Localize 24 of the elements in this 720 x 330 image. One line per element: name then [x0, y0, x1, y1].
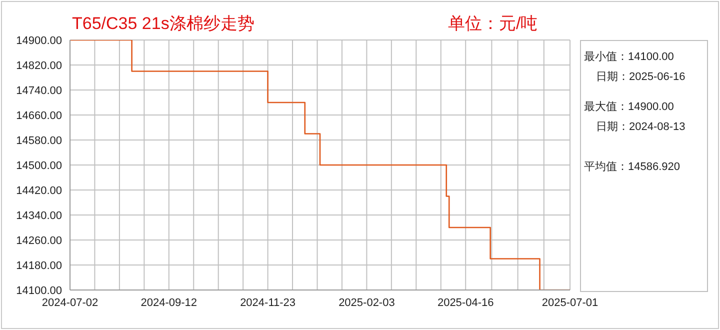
y-tick-label: 14100.00	[16, 284, 62, 297]
x-tick-label: 2025-07-01	[542, 296, 598, 309]
text: 最小值：14100.00	[583, 50, 674, 64]
y-tick-label: 14900.00	[16, 34, 62, 47]
x-tick-label: 2024-07-02	[42, 296, 98, 309]
x-tick-label: 2025-04-16	[437, 296, 494, 309]
x-tick-label: 2024-11-23	[240, 296, 296, 309]
y-tick-label: 14500.00	[16, 160, 62, 172]
chart-title: T65/C35 21s涤棉纱走势	[72, 13, 254, 35]
y-tick-label: 14740.00	[16, 84, 62, 97]
y-tick-label: 14260.00	[16, 234, 62, 247]
x-tick-label: 2025-02-03	[338, 296, 395, 309]
chart-subtitle: 单位：元/吨	[448, 13, 538, 35]
y-tick-label: 14580.00	[16, 134, 62, 147]
y-tick-label: 14180.00	[16, 260, 62, 272]
y-tick-label: 14340.00	[16, 210, 62, 222]
text: 日期：2024-08-13	[595, 120, 686, 134]
y-tick-label: 14420.00	[16, 184, 62, 197]
text: 日期：2025-06-16	[595, 70, 686, 84]
y-tick-label: 14660.00	[16, 110, 62, 122]
y-tick-label: 14820.00	[16, 60, 62, 72]
text: 最大值：14900.00	[583, 100, 674, 114]
x-tick-label: 2024-09-12	[140, 296, 198, 309]
text: 平均值：14586.920	[583, 160, 680, 174]
